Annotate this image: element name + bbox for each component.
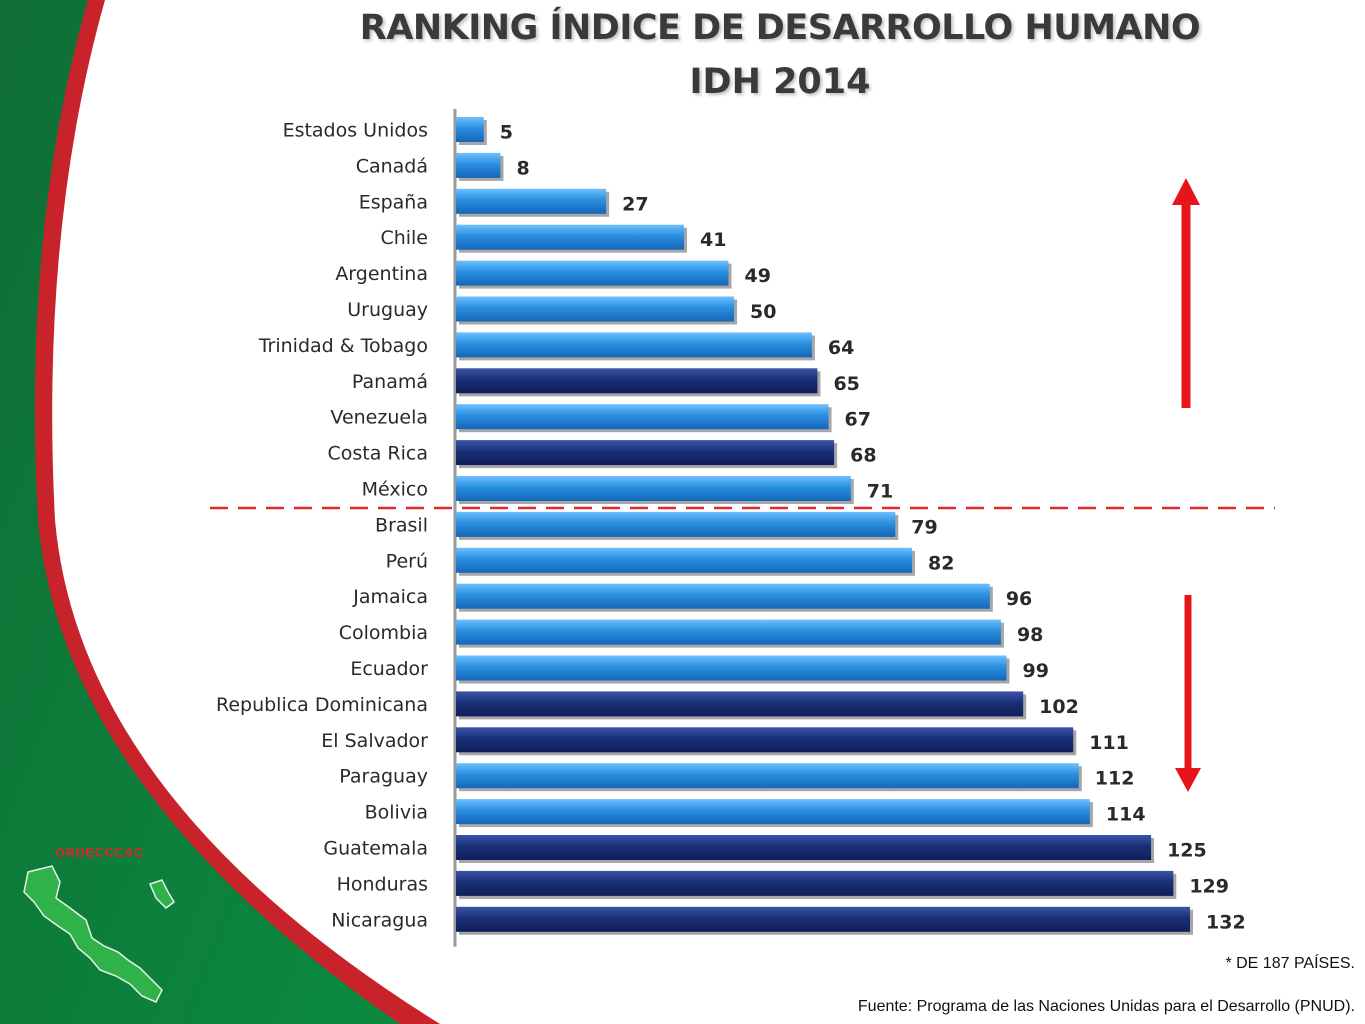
category-label: Guatemala [323,838,428,860]
chart-title-line2: IDH 2014 [689,62,871,102]
category-label: Argentina [335,263,428,285]
category-label: Uruguay [347,299,428,321]
category-label: México [362,479,428,501]
bar [456,476,851,501]
category-label: Brasil [375,514,428,536]
footnote-countries: * DE 187 PAÍSES. [1225,955,1355,972]
bar [456,763,1079,789]
bar [456,332,812,358]
value-label: 96 [1006,588,1032,610]
central-america-map-icon [23,865,175,1003]
green-swoosh [0,0,400,1024]
category-label: Canadá [356,155,428,177]
org-label: ORDECCCAC [55,845,144,860]
category-label: Bolivia [365,802,428,824]
value-label: 79 [911,516,937,538]
category-label: España [359,191,428,213]
value-label: 82 [928,552,954,574]
value-label: 65 [833,373,859,395]
bar [456,906,1190,932]
source-credit: Fuente: Programa de las Naciones Unidas … [857,998,1355,1015]
bar [456,188,607,214]
bar [456,691,1024,717]
down-arrow-icon [1175,595,1201,792]
category-label: Costa Rica [328,443,429,465]
bar [456,799,1090,825]
value-label: 27 [622,193,648,215]
value-label: 5 [500,122,513,144]
value-label: 71 [867,481,893,503]
value-label: 41 [700,229,726,251]
bar [456,368,818,394]
value-label: 64 [828,337,854,359]
value-label: 112 [1095,768,1135,790]
category-label: Paraguay [339,766,428,788]
value-label: 99 [1023,660,1049,682]
bar [456,152,501,178]
category-label: Trinidad & Tobago [258,335,428,357]
chart-title-line1: RANKING ÍNDICE DE DESARROLLO HUMANO [359,8,1201,48]
bar [456,655,1007,681]
category-label: Chile [380,227,428,249]
value-label: 102 [1039,696,1079,718]
bar [456,619,1001,645]
bar [456,727,1074,753]
category-label: Republica Dominicana [216,694,428,716]
bar [456,404,829,430]
value-label: 132 [1206,911,1246,933]
category-label: Honduras [337,873,428,895]
value-label: 67 [845,409,871,431]
value-label: 125 [1167,840,1207,862]
value-label: 114 [1106,804,1146,826]
up-arrow-icon [1172,178,1200,408]
category-label: Nicaragua [331,909,428,931]
value-label: 49 [744,265,770,287]
bar [456,440,835,466]
category-label: Estados Unidos [283,120,428,142]
category-label: Venezuela [330,407,428,429]
category-label: Jamaica [352,586,428,608]
category-label: Panamá [352,371,428,393]
category-label: El Salvador [321,730,428,752]
value-label: 98 [1017,624,1043,646]
value-label: 111 [1089,732,1129,754]
bar [456,583,990,609]
bar [456,511,896,537]
bar [456,224,684,250]
category-label: Perú [386,550,428,572]
bar [456,296,735,322]
bar [456,547,912,573]
bar [456,870,1174,896]
value-label: 50 [750,301,776,323]
bar [456,260,729,286]
category-label: Ecuador [350,658,428,680]
category-label: Colombia [339,622,428,644]
value-label: 68 [850,445,876,467]
bar [456,117,484,142]
value-label: 8 [516,157,529,179]
value-label: 129 [1189,875,1229,897]
bar [456,835,1152,860]
